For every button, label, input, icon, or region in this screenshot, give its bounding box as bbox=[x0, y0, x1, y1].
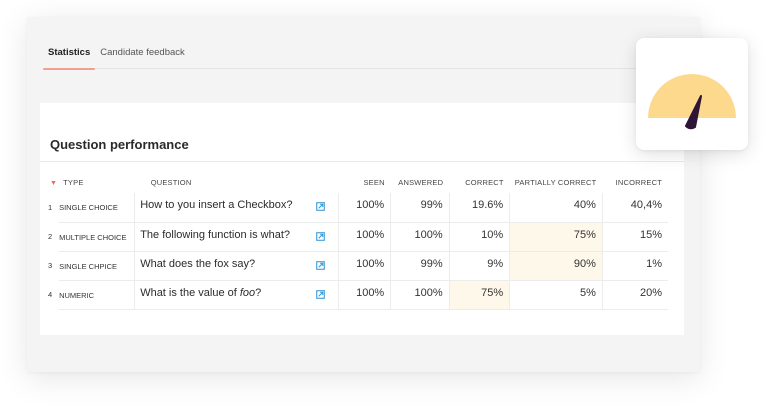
question-text: What does the fox say? bbox=[134, 251, 317, 281]
column-header-question[interactable]: QUESTION bbox=[150, 177, 192, 187]
answered-value: 99% bbox=[390, 193, 450, 223]
partially-correct-value: 40% bbox=[509, 193, 603, 223]
column-header-type[interactable]: ▼ TYPE bbox=[50, 177, 84, 187]
incorrect-value: 1% bbox=[602, 251, 668, 281]
row-number: 3 bbox=[48, 261, 53, 270]
correct-value: 9% bbox=[449, 251, 511, 281]
incorrect-value: 20% bbox=[602, 280, 668, 310]
incorrect-value: 40,4% bbox=[602, 193, 668, 223]
external-link-icon bbox=[316, 260, 325, 270]
column-header-incorrect[interactable]: INCORRECT bbox=[615, 177, 662, 187]
code-term: foo bbox=[239, 286, 256, 299]
question-type: SINGLE CHPICE bbox=[59, 251, 136, 281]
seen-value: 100% bbox=[338, 193, 392, 223]
open-question-button[interactable] bbox=[316, 280, 339, 310]
gauge-widget bbox=[636, 38, 748, 150]
table-header-row: ▼ TYPE QUESTION SEEN ANSWERED CORRECT PAR… bbox=[46, 171, 668, 193]
sort-desc-icon[interactable]: ▼ bbox=[50, 179, 58, 187]
correct-value: 75% bbox=[449, 280, 511, 310]
table-row[interactable]: 4 NUMERIC What is the value of foo? 100%… bbox=[46, 280, 668, 310]
table-row[interactable]: 3 SINGLE CHPICE What does the fox say? 1… bbox=[46, 251, 668, 281]
correct-value: 19.6% bbox=[449, 193, 511, 223]
external-link-icon bbox=[316, 289, 325, 299]
tab-statistics[interactable]: Statistics bbox=[43, 45, 96, 70]
answered-value: 100% bbox=[390, 222, 450, 252]
question-type: MULTIPLE CHOICE bbox=[59, 222, 136, 252]
row-number: 2 bbox=[48, 232, 53, 241]
table-row[interactable]: 1 SINGLE CHOICE How to you insert a Chec… bbox=[46, 193, 668, 223]
column-header-seen[interactable]: SEEN bbox=[363, 177, 385, 187]
gauge-icon bbox=[648, 74, 736, 130]
question-type: SINGLE CHOICE bbox=[59, 193, 136, 223]
tab-candidate-feedback[interactable]: Candidate feedback bbox=[100, 47, 185, 58]
row-number: 1 bbox=[48, 203, 53, 212]
incorrect-value: 15% bbox=[602, 222, 668, 252]
table-row[interactable]: 2 MULTIPLE CHOICE The following function… bbox=[46, 222, 668, 252]
open-question-button[interactable] bbox=[316, 251, 339, 281]
answered-value: 99% bbox=[390, 251, 450, 281]
column-header-correct[interactable]: CORRECT bbox=[465, 177, 504, 187]
column-header-answered[interactable]: ANSWERED bbox=[398, 177, 444, 187]
column-header-partially-correct[interactable]: PARTIALLY CORRECT bbox=[514, 177, 597, 187]
answered-value: 100% bbox=[390, 280, 450, 310]
partially-correct-value: 90% bbox=[509, 251, 603, 281]
open-question-button[interactable] bbox=[316, 222, 339, 252]
question-text: What is the value of foo? bbox=[134, 280, 317, 310]
open-question-button[interactable] bbox=[316, 193, 339, 223]
partially-correct-value: 75% bbox=[509, 222, 603, 252]
app-window: Statistics Candidate feedback Question p… bbox=[27, 17, 700, 372]
question-text: The following function is what? bbox=[134, 222, 317, 252]
divider bbox=[40, 161, 684, 162]
correct-value: 10% bbox=[449, 222, 511, 252]
external-link-icon bbox=[316, 231, 325, 241]
question-type: NUMERIC bbox=[59, 280, 136, 310]
seen-value: 100% bbox=[338, 222, 392, 252]
seen-value: 100% bbox=[338, 280, 392, 310]
seen-value: 100% bbox=[338, 251, 392, 281]
card-title: Question performance bbox=[50, 137, 189, 152]
row-number: 4 bbox=[48, 290, 53, 299]
question-text: How to you insert a Checkbox? bbox=[134, 193, 317, 223]
question-performance-card: Question performance ▼ TYPE QUESTION SEEN… bbox=[40, 103, 684, 335]
tab-bar: Statistics Candidate feedback bbox=[43, 45, 700, 70]
external-link-icon bbox=[316, 202, 325, 211]
partially-correct-value: 5% bbox=[509, 280, 603, 310]
question-performance-table: ▼ TYPE QUESTION SEEN ANSWERED CORRECT PAR… bbox=[46, 171, 668, 310]
